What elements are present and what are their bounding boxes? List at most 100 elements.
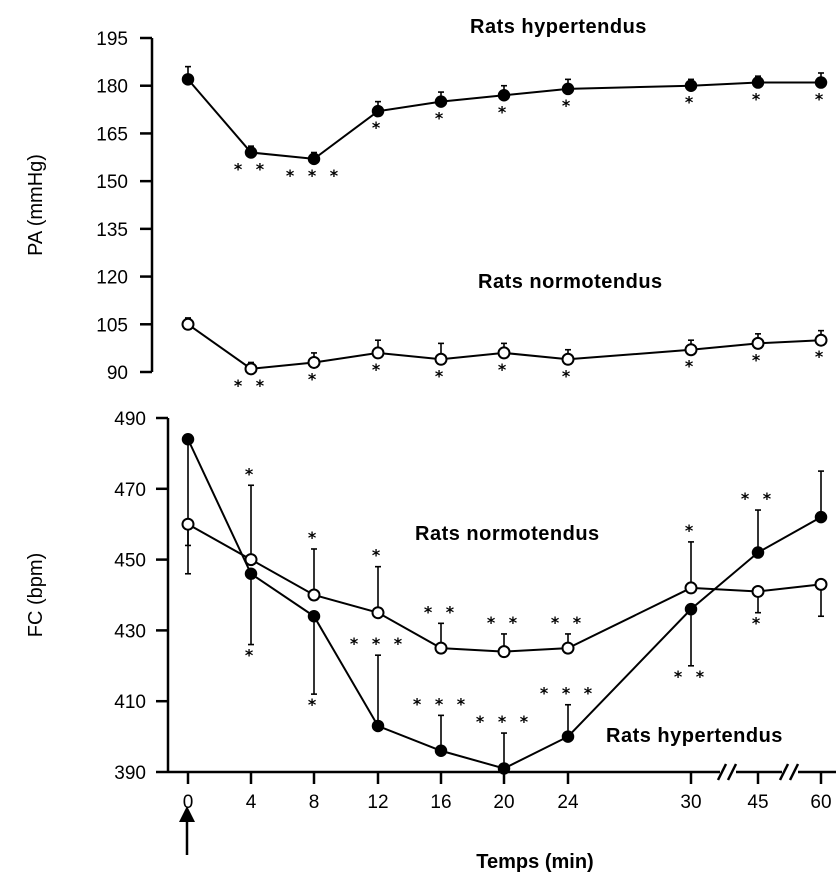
top-y-tick-label: 120 xyxy=(96,268,128,289)
bottom-series-0-significance: * * * xyxy=(413,694,469,713)
top-y-tick-label: 135 xyxy=(96,220,128,241)
top-series-1-point xyxy=(684,343,698,357)
x-tick-label: 24 xyxy=(557,792,579,813)
top-y-tick-label: 90 xyxy=(107,363,128,384)
bottom-series-0-line xyxy=(187,438,822,770)
arrow-up-icon xyxy=(179,806,195,855)
top-y-tick-label: 105 xyxy=(96,315,128,336)
top-y-ticks: 195 180 165 150 135 120 105 90 xyxy=(96,29,152,384)
x-axis: 0 4 8 12 16 20 24 30 45 60 xyxy=(168,763,836,813)
top-y-axis-label: PA (mmHg) xyxy=(25,154,47,256)
x-tick-label: 16 xyxy=(430,792,451,813)
bottom-y-tick-label: 490 xyxy=(114,409,146,430)
top-series-0-point xyxy=(181,73,195,86)
bottom-series-0-point xyxy=(814,510,828,524)
x-tick-label: 60 xyxy=(810,792,831,813)
bottom-series-1-point xyxy=(814,577,828,591)
top-series-0-significance: * * * xyxy=(286,166,342,185)
top-series-1-significance: * xyxy=(435,366,447,385)
bottom-hypertensive-label: Rats hypertendus xyxy=(606,725,783,747)
bottom-y-axis-label: FC (bpm) xyxy=(25,553,47,637)
bottom-series-1-significance: * xyxy=(752,614,764,633)
x-tick-label: 12 xyxy=(367,792,388,813)
bottom-series-0-significance: * xyxy=(308,695,320,714)
bottom-y-tick-label: 450 xyxy=(114,551,146,572)
top-series-1-point xyxy=(434,352,448,366)
top-series-0-significance: * xyxy=(685,93,697,112)
top-series-1-significance: * xyxy=(498,360,510,379)
top-y-tick-label: 165 xyxy=(96,124,128,145)
bottom-series-1-point xyxy=(181,517,195,531)
top-normotensive-label: Rats normotendus xyxy=(478,271,663,293)
top-series-1-significance: * xyxy=(372,360,384,379)
top-series-1-point xyxy=(497,346,511,360)
top-series-0-significance: * * xyxy=(234,160,268,179)
bottom-series-1-point xyxy=(244,553,258,567)
bottom-series-0-significance: * xyxy=(245,646,257,665)
top-series-1-significance: * xyxy=(308,369,320,388)
top-series-0-point xyxy=(684,79,698,92)
top-series-0-significance: * xyxy=(372,118,384,137)
top-series-0-point xyxy=(434,95,448,108)
bottom-series-0-significance: * * * xyxy=(350,634,406,653)
top-y-tick-label: 180 xyxy=(96,77,128,98)
bottom-series-1-significance: * * xyxy=(424,602,458,621)
bottom-series-0-point xyxy=(181,432,195,446)
top-series-1-point xyxy=(751,336,765,350)
bottom-series-1-significance: * * xyxy=(551,613,585,632)
bottom-y-tick-label: 410 xyxy=(114,692,146,713)
top-series-0-point xyxy=(371,104,385,118)
top-series-1-point xyxy=(307,355,321,369)
bottom-series-1-point xyxy=(434,641,448,655)
top-series-0-point xyxy=(307,152,321,166)
bottom-series-1-point xyxy=(371,606,385,620)
bottom-y-tick-label: 470 xyxy=(114,480,146,501)
top-series-1-significance: * xyxy=(752,350,764,369)
x-tick-label: 4 xyxy=(246,792,257,813)
bottom-normotensive-label: Rats normotendus xyxy=(415,523,600,545)
bottom-y-tick-label: 430 xyxy=(114,621,146,642)
axis-break-mark xyxy=(726,763,738,781)
x-axis-label: Temps (min) xyxy=(476,851,593,873)
top-series-0-significance: * xyxy=(815,90,827,109)
x-tick-label: 45 xyxy=(747,792,768,813)
top-series-0-point xyxy=(497,89,511,102)
bottom-series-1-point xyxy=(684,581,698,595)
axis-break-mark xyxy=(788,763,800,781)
axis-break-mark xyxy=(778,763,790,781)
top-series-1-line xyxy=(187,323,822,370)
top-series-0-point xyxy=(814,76,828,89)
top-series-0-significance: * xyxy=(498,102,510,121)
top-series-1-significance: * xyxy=(815,347,827,366)
top-series-0-line xyxy=(187,78,821,160)
bottom-series-0-point xyxy=(244,567,258,581)
top-series-0-significance: * xyxy=(435,109,447,128)
top-series-0-point xyxy=(244,146,258,159)
bottom-series-1-significance: * xyxy=(372,546,384,565)
top-hypertensive-label: Rats hypertendus xyxy=(470,16,647,38)
bottom-series-1-point xyxy=(497,645,511,659)
bottom-series-0-significance: * * xyxy=(674,667,708,686)
bottom-series-1-line xyxy=(187,523,822,653)
bottom-series-0-point xyxy=(371,719,385,733)
bottom-series-0-point xyxy=(307,609,321,623)
bottom-series-0-point xyxy=(751,546,765,559)
top-y-tick-label: 195 xyxy=(96,29,128,50)
axis-break-mark xyxy=(716,763,728,781)
bottom-series-1-point xyxy=(307,588,321,602)
top-series-1-point xyxy=(814,333,828,347)
x-tick-label: 8 xyxy=(309,792,320,813)
top-series-1-significance: * * xyxy=(234,376,268,395)
bottom-series-0-significance: * * * xyxy=(476,712,532,731)
top-series-1-point xyxy=(371,346,385,360)
bottom-series-0-point xyxy=(434,744,448,758)
bottom-y-tick-label: 390 xyxy=(114,763,146,784)
top-series-0-significance: * xyxy=(562,96,574,115)
bottom-series-0-point xyxy=(561,730,575,743)
x-tick-label: 20 xyxy=(493,792,514,813)
bottom-series-0-significance: * * * xyxy=(540,684,596,703)
top-series-1-point xyxy=(244,362,258,376)
series-layer: * * * * * * * * * * * * * * * * * * * * * * * * * * * * * * * … xyxy=(181,65,828,775)
bottom-series-1-point xyxy=(561,641,575,655)
